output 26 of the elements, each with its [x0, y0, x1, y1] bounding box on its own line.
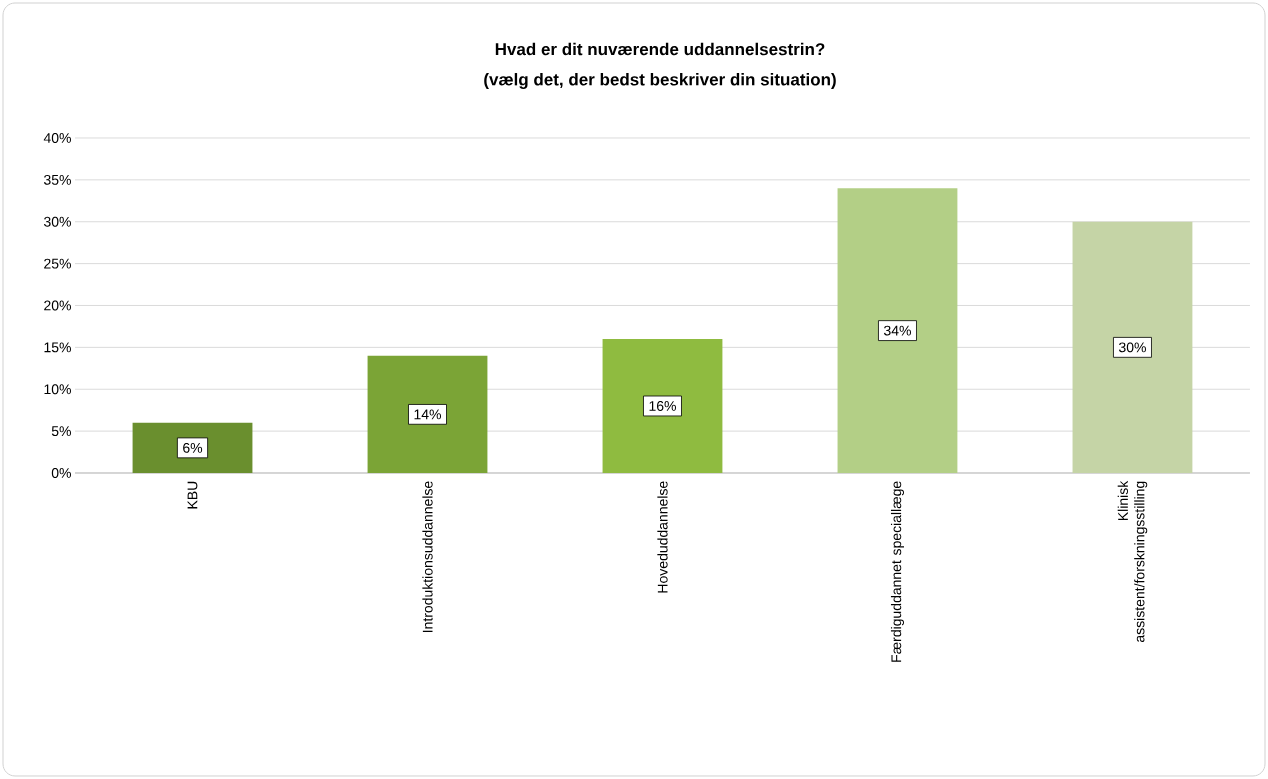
data-label: 30%	[1118, 342, 1146, 353]
y-tick-label: 5%	[51, 426, 71, 437]
bar	[602, 338, 723, 473]
y-tick-label: 40%	[43, 133, 71, 143]
bar	[1072, 221, 1193, 473]
y-tick-label: 30%	[44, 216, 71, 227]
y-tick-label: 20%	[44, 300, 71, 311]
x-tick-label: Klinisk assistent/forskningsstilling	[1117, 480, 1148, 643]
bar	[837, 188, 958, 473]
x-tick-label: Introduktionsuddannelse	[422, 481, 433, 633]
data-label: 14%	[414, 409, 442, 420]
y-tick-label: 25%	[44, 258, 71, 269]
bar	[367, 355, 488, 473]
x-tick-label: Færdiguddannet speciallæge	[890, 481, 904, 662]
y-tick-label: 10%	[44, 384, 71, 395]
data-label: 16%	[649, 401, 676, 411]
y-tick-label: 35%	[44, 174, 71, 185]
y-tick-label: 15%	[44, 342, 71, 353]
data-label: 6%	[183, 442, 203, 453]
data-label: 34%	[884, 325, 911, 336]
y-tick-label: 0%	[51, 468, 71, 478]
x-tick-label: Hoveduddannelse	[657, 481, 668, 593]
chart-title: Hvad er dit nuværende uddannelsestrin?	[495, 42, 825, 56]
bar	[132, 422, 253, 473]
x-tick-label: KBU	[187, 481, 198, 509]
chart-subtitle: (vælg det, der bedst beskriver din situation)	[484, 73, 836, 89]
